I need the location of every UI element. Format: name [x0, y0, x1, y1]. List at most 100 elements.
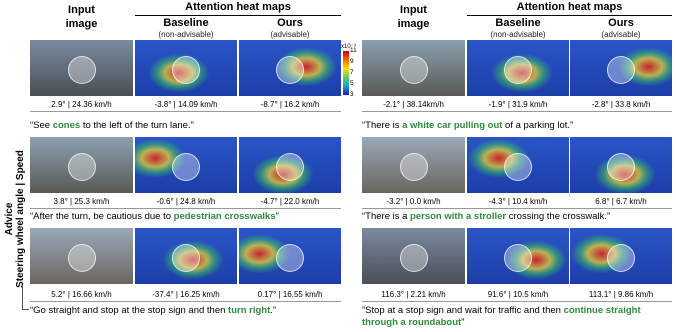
gaze-circle [607, 153, 635, 181]
advice-segment: “Stop at a stop sign and wait for traffi… [362, 305, 564, 316]
group-rule [467, 15, 672, 16]
caption: -0.6° | 24.8 km/h [156, 197, 216, 206]
photo [467, 228, 569, 284]
arrow-line [22, 285, 23, 309]
gaze-circle [276, 244, 304, 272]
advice-segment: turn right [228, 305, 271, 316]
input-header: Input [68, 4, 95, 16]
gaze-circle [399, 153, 428, 181]
advice-segment: pedestrian crosswalks [173, 211, 276, 222]
caption: -4.3° | 10.4 km/h [488, 197, 548, 206]
side-label-line: Steering wheel angle | Speed [15, 150, 26, 288]
advice-segment: .” [270, 305, 277, 316]
caption: -4.7° | 22.0 km/h [260, 197, 320, 206]
caption-rule [30, 208, 341, 209]
gaze-circle [399, 244, 428, 272]
advice-segment: of a parking lot.” [502, 120, 574, 131]
caption-rule [362, 208, 672, 209]
group-header: Attention heat maps [185, 1, 291, 13]
caption: -3.2° | 0.0 km/h [386, 197, 441, 206]
advice: “Stop at a stop sign and wait for traffi… [362, 305, 662, 329]
photo [362, 40, 465, 96]
photo [570, 228, 672, 284]
advice-segment: “See [30, 120, 53, 131]
colorbar-tick: 9 [350, 58, 354, 65]
caption: -2.8° | 33.8 km/h [591, 100, 651, 109]
input-header: image [65, 18, 98, 30]
advice-segment: “Go straight and stop at the stop sign a… [30, 305, 229, 316]
caption: 2.9° | 24.36 km/h [51, 100, 112, 109]
advice: “There is a white car pulling out of a p… [362, 120, 676, 132]
gaze-circle [172, 56, 200, 84]
photo [135, 40, 237, 96]
photo [239, 228, 341, 284]
gaze-circle [504, 244, 532, 272]
gaze-circle [504, 56, 532, 84]
ours-header: Ours [608, 17, 634, 29]
photo [239, 137, 341, 193]
advice-segment: to the left of the turn lane.” [80, 120, 194, 131]
advice-segment: ” [461, 317, 465, 328]
colorbar [343, 51, 349, 95]
arrow-line [22, 309, 29, 310]
caption: -3.8° | 14.09 km/h [154, 100, 218, 109]
caption-rule [30, 111, 341, 112]
gaze-circle [67, 244, 96, 272]
group-header: Attention heat maps [516, 1, 623, 13]
input-header: Input [400, 4, 427, 16]
baseline-header: Baseline [163, 17, 209, 29]
advice-segment: “After the turn, be cautious due to [30, 211, 174, 222]
photo [30, 40, 133, 96]
gaze-circle [67, 56, 96, 84]
photo [30, 137, 133, 193]
advice-segment: a white car pulling out [402, 120, 503, 131]
caption: 113.1° | 9.86 km/h [588, 290, 654, 299]
caption: 116.3° | 2.21 km/h [381, 290, 446, 299]
advice-segment: cones [52, 120, 81, 131]
gaze-circle [67, 153, 96, 181]
advice: “After the turn, be cautious due to pede… [30, 211, 360, 223]
advice: “Go straight and stop at the stop sign a… [30, 305, 360, 317]
photo [467, 40, 569, 96]
gaze-circle [504, 153, 532, 181]
colorbar-tick: 11 [350, 47, 357, 54]
baseline-header: Baseline [495, 17, 541, 29]
caption: -2.1° | 38.14km/h [383, 100, 444, 109]
advice-segment: person with a stroller [410, 211, 507, 222]
photo [135, 137, 237, 193]
colorbar-tick: 3 [350, 91, 354, 98]
photo [570, 40, 672, 96]
gaze-circle [172, 244, 200, 272]
gaze-circle [399, 56, 428, 84]
gaze-circle [276, 56, 304, 84]
caption: -37.4° | 16.25 km/h [152, 290, 220, 299]
advice-segment: “There is [362, 120, 403, 131]
photo [467, 137, 569, 193]
colorbar-tick: 7 [350, 69, 354, 76]
caption-rule [30, 301, 341, 302]
caption: 91.6° | 10.5 km/h [487, 290, 549, 299]
photo [570, 137, 672, 193]
advice-segment: continue straight through a roundabout [362, 305, 641, 328]
baseline-note: (non-advisable) [158, 30, 214, 39]
caption: 0.17° | 16.55 km/h [257, 290, 323, 299]
photo [362, 228, 465, 284]
advice: “There is a person with a stroller cross… [362, 211, 676, 223]
advice-segment: “There is a [362, 211, 411, 222]
gaze-circle [276, 153, 304, 181]
caption: 5.2° | 16.66 km/h [51, 290, 112, 299]
colorbar-tick: 5 [350, 80, 354, 87]
gaze-circle [172, 153, 200, 181]
advice: “See cones to the left of the turn lane.… [30, 120, 360, 132]
photo [239, 40, 341, 96]
gaze-circle [607, 244, 635, 272]
photo [30, 228, 133, 284]
input-header: image [397, 18, 430, 30]
photo [135, 228, 237, 284]
side-label-line: Advice [4, 202, 15, 236]
caption: 6.8° | 6.7 km/h [595, 197, 647, 206]
group-rule [135, 15, 341, 16]
side-label: Advice Steering wheel angle | Speed [4, 144, 26, 294]
photo [362, 137, 465, 193]
